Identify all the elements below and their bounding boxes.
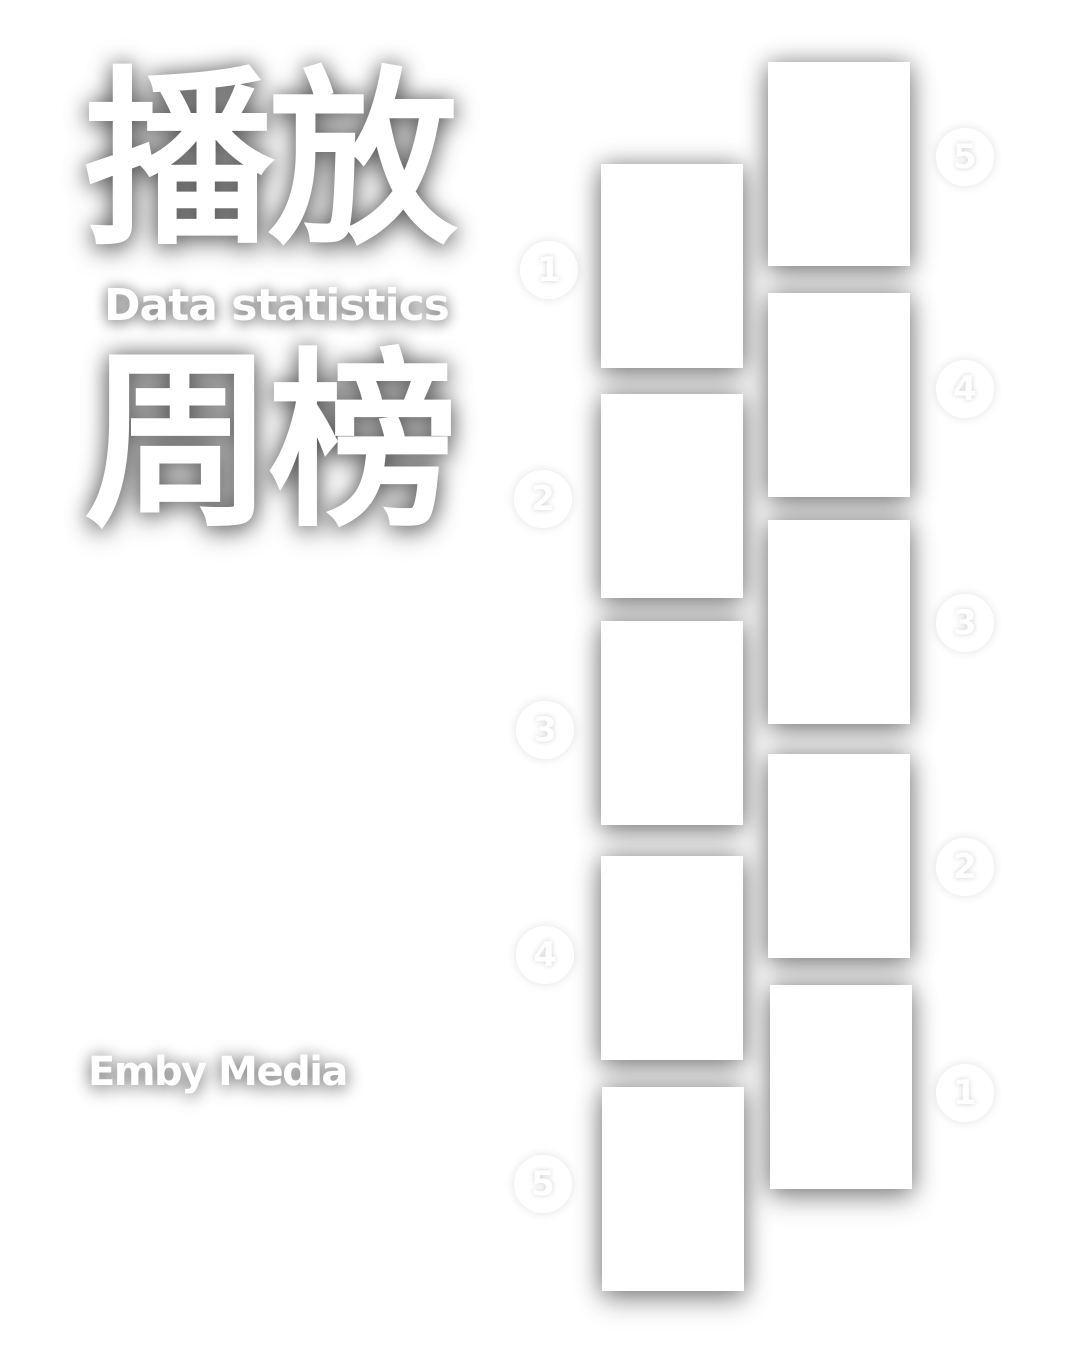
rank-badge-right-4: 4	[936, 360, 994, 418]
poster-card-right-2[interactable]	[768, 754, 910, 958]
rank-badge-right-1: 1	[936, 1064, 994, 1122]
title-line-1: 播放	[84, 50, 458, 271]
rank-badge-right-2: 2	[936, 838, 994, 896]
poster-card-right-1[interactable]	[770, 985, 912, 1189]
poster-card-left-1[interactable]	[601, 164, 743, 368]
poster-card-left-3[interactable]	[601, 621, 743, 825]
rank-badge-left-1: 1	[520, 241, 578, 299]
title-line-2: 周榜	[84, 332, 458, 553]
rank-badge-right-3: 3	[936, 594, 994, 652]
poster-card-right-5[interactable]	[768, 62, 910, 266]
subtitle: Data statistics	[104, 280, 450, 331]
poster-card-left-2[interactable]	[601, 394, 743, 598]
rank-badge-left-3: 3	[516, 701, 574, 759]
rank-badge-right-5: 5	[936, 128, 994, 186]
poster-card-right-4[interactable]	[768, 293, 910, 497]
rank-badge-left-4: 4	[516, 926, 574, 984]
poster-card-left-5[interactable]	[602, 1087, 744, 1291]
rank-badge-left-5: 5	[514, 1155, 572, 1213]
rank-badge-left-2: 2	[514, 470, 572, 528]
poster-card-left-4[interactable]	[601, 856, 743, 1060]
brand-label: Emby Media	[88, 1049, 348, 1095]
poster-card-right-3[interactable]	[768, 520, 910, 724]
